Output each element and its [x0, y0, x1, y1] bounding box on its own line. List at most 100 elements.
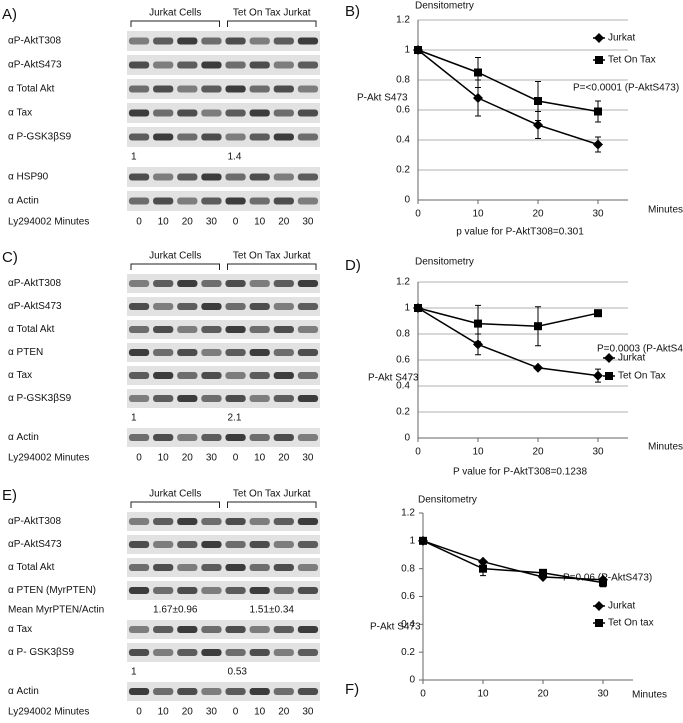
blot-band	[128, 61, 150, 69]
quant-value: 1	[131, 413, 137, 424]
marker	[414, 304, 422, 312]
marker	[479, 564, 487, 573]
blot-band	[273, 434, 294, 441]
blot-band	[128, 626, 150, 633]
blot-band	[153, 688, 174, 695]
marker	[474, 319, 482, 328]
lane-label: 20	[182, 217, 194, 228]
blot-band	[201, 688, 222, 695]
series-line	[417, 307, 599, 377]
blot-band	[273, 541, 294, 548]
group-label: Jurkat Cells	[149, 489, 201, 500]
blot-band	[153, 280, 174, 287]
blot-strip	[127, 643, 320, 662]
y-tick-label: 0.8	[396, 329, 410, 340]
blot-band	[273, 626, 294, 633]
lane-label: 30	[302, 453, 314, 464]
y-tick-label: 0.2	[401, 647, 415, 658]
group-bracket	[227, 20, 317, 27]
blot-band	[153, 303, 174, 310]
quant-value: 1.51±0.34	[250, 605, 295, 616]
blot-band	[297, 541, 319, 548]
lane-label: 30	[302, 217, 314, 228]
blot-band	[249, 303, 270, 310]
lane-label: 30	[302, 707, 314, 718]
y-tick-label: 0.4	[401, 619, 415, 630]
y-tick-label: 0	[409, 675, 415, 686]
y-axis-label: P-Akt S473	[368, 373, 419, 384]
group-label: Tet On Tax Jurkat	[233, 489, 311, 500]
y-tick-label: 0.8	[401, 563, 415, 574]
blot-band	[201, 434, 222, 441]
blot-band	[177, 626, 198, 633]
panel-label: B)	[345, 3, 360, 20]
series-line	[417, 307, 599, 327]
panel-label: A)	[2, 6, 17, 23]
blot-band	[273, 109, 294, 117]
blot-band	[177, 197, 198, 205]
blot-band	[225, 649, 246, 656]
blot-band	[273, 173, 294, 181]
y-tick-label: 0.6	[401, 591, 415, 602]
quant-label: Mean MyrPTEN/Actin	[8, 605, 104, 616]
blot-band	[153, 395, 174, 402]
x-axis-label: Minutes	[648, 205, 683, 216]
lane-label: 20	[278, 453, 290, 464]
lane-label: 30	[206, 453, 218, 464]
blot-band	[153, 133, 174, 141]
row-label: αP-AktT308	[8, 278, 61, 289]
blot-band	[225, 395, 246, 402]
marker	[539, 568, 547, 577]
group-label: Tet On Tax Jurkat	[233, 251, 311, 262]
blot-band	[225, 109, 246, 117]
blot-band	[225, 61, 246, 69]
blot-band	[249, 518, 270, 525]
marker	[533, 362, 543, 373]
blot-band	[249, 173, 270, 181]
blot-band	[273, 587, 294, 594]
row-label: αP-AktS473	[8, 301, 62, 312]
blot-band	[297, 349, 319, 356]
lane-label: 10	[254, 707, 266, 718]
x-tick-label: 10	[477, 689, 489, 700]
blot-band	[128, 541, 150, 548]
blot-band	[128, 326, 150, 333]
blot-band	[201, 626, 222, 633]
blot-band	[201, 518, 222, 525]
blot-band	[273, 649, 294, 656]
y-tick-label: 0.2	[396, 165, 410, 176]
blot-band	[153, 197, 174, 205]
blot-band	[225, 541, 246, 548]
blot-band	[153, 649, 174, 656]
blot-band	[128, 109, 150, 117]
blot-strip	[127, 103, 320, 123]
blot-band	[201, 395, 222, 402]
x-axis-label: Minutes	[632, 690, 667, 701]
lane-label: 10	[254, 217, 266, 228]
lane-title: Ly294002 Minutes	[8, 707, 89, 718]
row-label: α Actin	[8, 196, 39, 207]
blot-band	[153, 372, 174, 379]
y-axis-label: P-Akt S473	[357, 93, 408, 104]
blot-band	[225, 518, 246, 525]
blot-strip	[127, 127, 320, 147]
blot-band	[249, 85, 270, 93]
group-label: Tet On Tax Jurkat	[233, 8, 311, 19]
blot-band	[273, 303, 294, 310]
y-tick-label: 0.2	[396, 407, 410, 418]
blot-band	[273, 688, 294, 695]
blot-band	[297, 518, 319, 525]
y-tick-label: 1.2	[401, 508, 415, 519]
blot-band	[297, 626, 319, 633]
blot-band	[273, 197, 294, 205]
annotation: P=0.0003 (P-AktS473)	[597, 344, 683, 355]
blot-band	[177, 688, 198, 695]
series-line	[417, 49, 599, 146]
blot-band	[225, 349, 246, 356]
blot-band	[177, 541, 198, 548]
blot-band	[249, 649, 270, 656]
marker	[593, 370, 603, 381]
blot-band	[128, 280, 150, 287]
row-label: α Total Akt	[8, 324, 55, 335]
blot-band	[297, 303, 319, 310]
